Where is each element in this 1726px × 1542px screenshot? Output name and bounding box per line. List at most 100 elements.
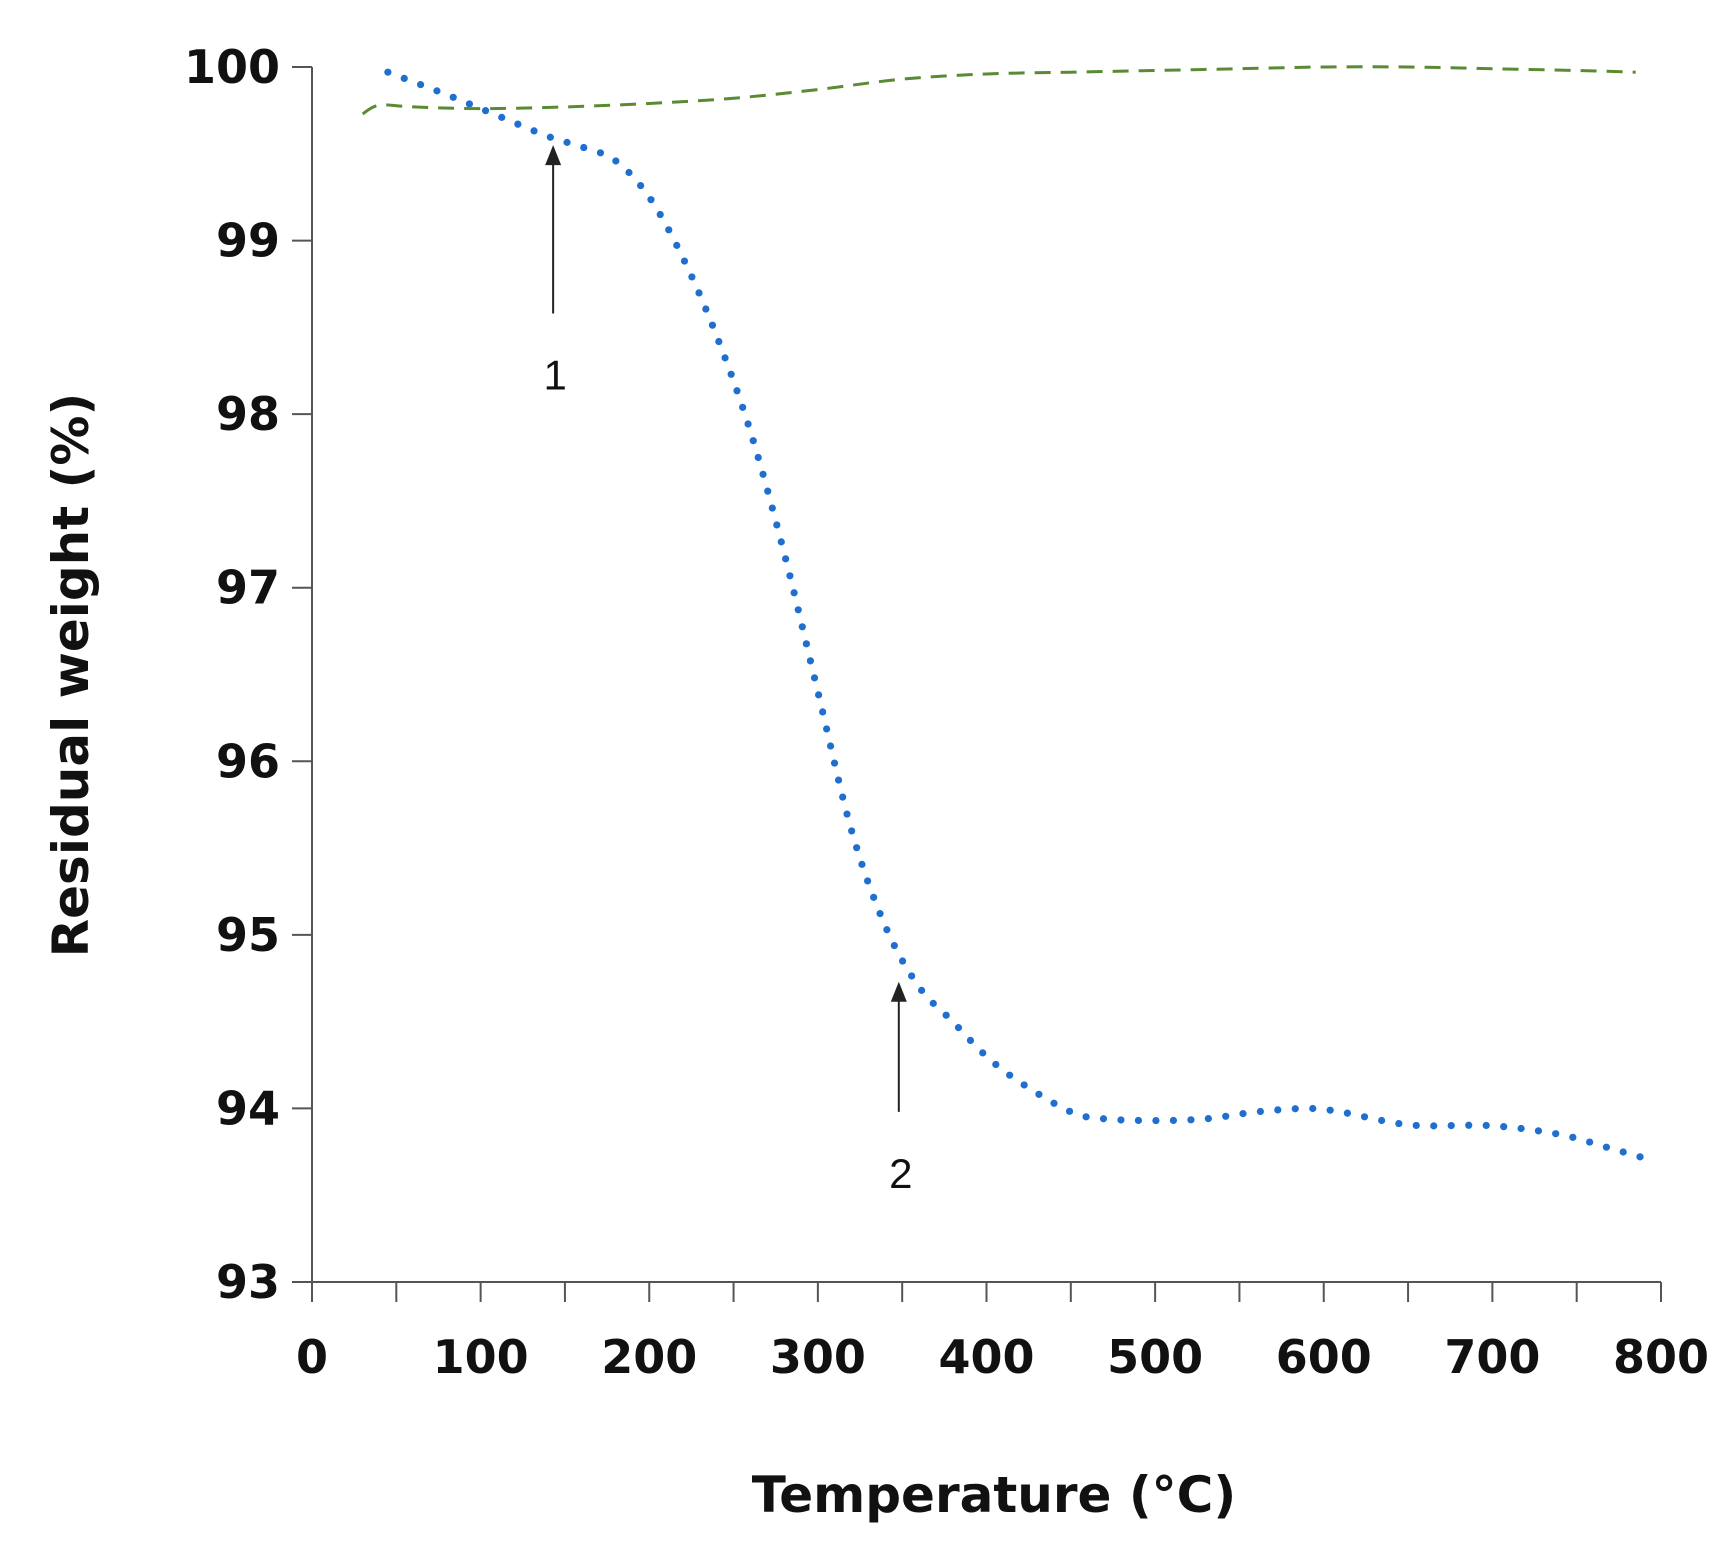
series-dotted-dot: [864, 877, 872, 885]
series-dotted-dot: [1360, 1113, 1369, 1121]
series-dotted-dot: [858, 860, 866, 868]
series-dotted-dot: [546, 133, 554, 141]
series-dotted-dot: [1187, 1116, 1195, 1124]
series-dotted-dot: [481, 107, 490, 115]
series-dotted-dot: [1326, 1106, 1334, 1114]
series-dotted-dot: [1586, 1138, 1594, 1146]
x-tick-label: 400: [938, 1330, 1034, 1384]
series-dotted-dot: [992, 1060, 1000, 1069]
x-tick-label: 800: [1613, 1330, 1709, 1384]
y-tick-label: 97: [216, 561, 280, 615]
series-dotted-dot: [1099, 1115, 1108, 1123]
series-dotted-dot: [815, 691, 823, 699]
series-dotted-dot: [715, 337, 723, 346]
series-dotted-dot: [834, 776, 843, 784]
plot-area: 93 94 95 96 97 98 99 100 0 100 200 300 400 500 600 700…: [184, 40, 1709, 1384]
series-dotted-dot: [1152, 1116, 1160, 1125]
series-dotted-dot: [702, 305, 710, 313]
series-dotted-dot: [665, 226, 673, 234]
x-tick-label: 300: [770, 1330, 866, 1384]
annotation-label: 1: [543, 351, 566, 398]
series-dotted-dot: [1065, 1107, 1074, 1115]
series-dotted-dot: [1465, 1121, 1473, 1129]
series-dotted-dot: [1274, 1106, 1282, 1114]
series-dotted-dot: [883, 926, 891, 934]
x-tick-label: 500: [1107, 1330, 1203, 1384]
series-dotted-dot: [1020, 1081, 1028, 1089]
y-tick-label: 93: [216, 1255, 280, 1309]
series-dotted-dot: [929, 999, 937, 1007]
series-dotted-dot: [954, 1024, 963, 1032]
series-dotted-dot: [819, 708, 827, 716]
series-dotted-dot: [739, 403, 747, 411]
annotation-label: 2: [889, 1150, 912, 1197]
series-dotted-dot: [1050, 1099, 1058, 1107]
series-dotted-dot: [1082, 1113, 1090, 1121]
series-dotted-dot: [749, 437, 757, 445]
x-tick-label: 0: [296, 1330, 328, 1384]
series-dotted-dot: [1412, 1121, 1420, 1130]
series-dotted-dot: [810, 674, 819, 682]
series-dotted-dot: [1517, 1124, 1525, 1133]
series-dotted-dot: [1117, 1116, 1125, 1124]
y-tick-label: 95: [216, 908, 280, 962]
series-dotted-dot: [777, 538, 785, 546]
annotations: 12: [543, 145, 912, 1197]
series-dotted-dot: [1134, 1116, 1143, 1125]
y-tick-label: 94: [216, 1081, 280, 1135]
series-dotted-dot: [688, 273, 696, 281]
y-tick-label: 99: [216, 214, 280, 268]
series-dotted-dot: [830, 759, 839, 767]
annotation-arrow: 2: [889, 981, 912, 1197]
series-dotted-dot: [1291, 1105, 1299, 1113]
series-dotted-dot: [673, 241, 681, 249]
series-dotted-dot: [400, 74, 408, 83]
series-dotted-dot: [612, 157, 620, 165]
series-dotted-dot: [695, 289, 703, 297]
series-dotted-dot: [1534, 1127, 1543, 1135]
series-dotted-dot: [1482, 1121, 1490, 1130]
series-dotted-dot: [1309, 1104, 1317, 1113]
series-dotted-dot: [1619, 1148, 1627, 1156]
series-dotted-dot: [754, 453, 762, 462]
series-dotted-dot: [1204, 1114, 1212, 1123]
series-dotted-dot: [764, 487, 772, 495]
series-dotted-dot: [1636, 1153, 1644, 1161]
series-dotted-dot: [1500, 1123, 1508, 1131]
series-dotted-dot: [1378, 1116, 1386, 1125]
x-tick-label: 200: [601, 1330, 697, 1384]
y-tick-label: 96: [216, 734, 280, 788]
x-tick-label: 100: [433, 1330, 529, 1384]
series-dotted-dot: [898, 957, 907, 965]
series-dotted-dot: [1256, 1107, 1264, 1116]
series-dotted-dot: [708, 321, 717, 329]
y-axis-title: Residual weight (%): [42, 393, 100, 958]
series-dotted-dot: [596, 149, 605, 157]
series-dotted-dot: [580, 143, 588, 152]
y-ticks: 93 94 95 96 97 98 99 100: [184, 40, 312, 1309]
series-dotted-dot: [848, 827, 856, 835]
series-dotted-dot: [1569, 1133, 1577, 1141]
series-dotted-dot: [637, 181, 645, 190]
series-dotted-dot: [721, 354, 729, 362]
series-dotted-dot: [498, 113, 506, 121]
y-tick-label: 98: [216, 387, 280, 441]
series-dotted-dot: [876, 910, 884, 918]
series-dotted-dot: [1430, 1122, 1438, 1130]
series-dotted-dot: [826, 742, 835, 750]
series-dotted-dot: [823, 725, 831, 733]
series-dotted-dot: [417, 81, 425, 89]
series-dotted-dot: [798, 623, 806, 631]
series-dotted-dot: [768, 504, 776, 512]
series-dotted-dot: [843, 810, 851, 818]
series-dotted-dot: [794, 606, 802, 614]
series-dotted: [384, 68, 1644, 1161]
x-tick-label: 700: [1444, 1330, 1540, 1384]
series-dotted-dot: [979, 1049, 987, 1057]
series-dotted-dot: [1006, 1071, 1014, 1079]
series-dotted-dot: [802, 640, 810, 648]
series-dotted-dot: [1169, 1116, 1178, 1125]
series-dotted-dot: [966, 1036, 975, 1045]
series-dotted-dot: [625, 168, 633, 177]
